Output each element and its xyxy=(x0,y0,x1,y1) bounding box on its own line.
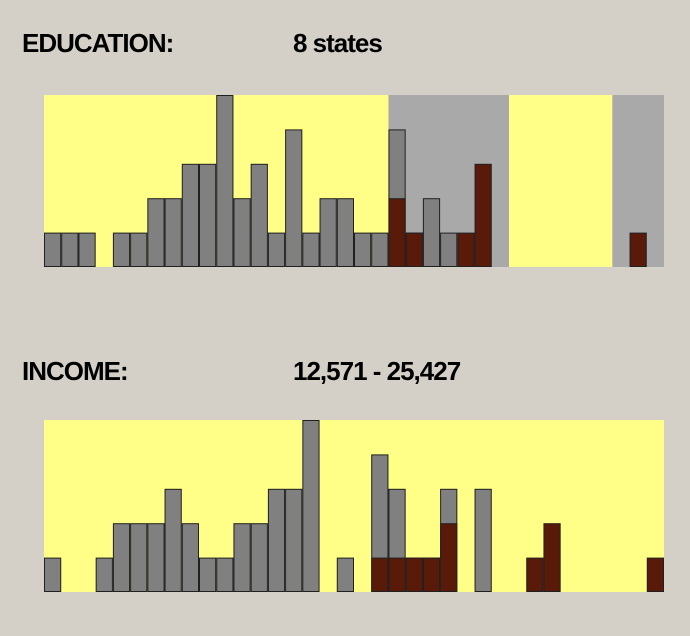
highlight-bar xyxy=(440,523,458,592)
highlight-bar xyxy=(526,557,544,593)
histogram-bar xyxy=(61,232,79,268)
histogram-bar xyxy=(267,232,286,268)
histogram-bar xyxy=(267,488,286,592)
highlight-bar xyxy=(405,232,423,268)
histogram-bar xyxy=(130,232,148,268)
histogram-bar xyxy=(147,198,165,267)
histogram-bar xyxy=(44,232,62,268)
histogram-bar xyxy=(336,557,354,593)
histogram-bar xyxy=(130,523,148,592)
histogram-bar xyxy=(285,488,303,592)
highlight-bar xyxy=(457,232,475,268)
histogram-bar xyxy=(181,523,199,592)
histogram-bar xyxy=(199,163,217,267)
histogram-bar xyxy=(474,488,492,592)
histogram-bar xyxy=(78,232,96,268)
education-selection-value: 8 states xyxy=(293,28,383,58)
histogram-bar xyxy=(302,420,320,592)
histogram-bar xyxy=(147,523,165,592)
histogram-bar xyxy=(440,232,458,268)
histogram-bar xyxy=(233,523,251,592)
highlight-bar xyxy=(646,557,664,593)
histogram-bar xyxy=(216,95,234,267)
education-histogram[interactable] xyxy=(44,95,664,268)
histogram-bar xyxy=(422,198,441,267)
income-histogram[interactable] xyxy=(44,420,664,593)
histogram-bar xyxy=(164,488,182,592)
highlight-bar xyxy=(422,557,441,593)
income-title: INCOME: xyxy=(22,356,129,386)
histogram-bar xyxy=(319,198,337,267)
histogram-bar xyxy=(285,129,303,268)
histogram-bar xyxy=(233,198,251,267)
highlight-bar xyxy=(474,163,492,267)
histogram-bar xyxy=(302,232,320,268)
highlight-bar xyxy=(388,557,406,593)
histogram-bar xyxy=(336,198,354,267)
histogram-bar xyxy=(112,523,131,592)
histogram-bar xyxy=(199,557,217,593)
highlight-bar xyxy=(388,198,406,267)
highlight-bar xyxy=(629,232,647,268)
education-title: EDUCATION: xyxy=(22,28,174,58)
histogram-bar xyxy=(95,557,113,593)
highlight-bar xyxy=(543,523,561,592)
income-range-value: 12,571 - 25,427 xyxy=(293,356,461,386)
histogram-bar xyxy=(181,163,199,267)
highlight-bar xyxy=(371,557,389,593)
histogram-bar xyxy=(164,198,182,267)
histogram-bar xyxy=(250,523,268,592)
highlight-bar xyxy=(405,557,423,593)
histogram-bar xyxy=(112,232,131,268)
histogram-bar xyxy=(216,557,234,593)
histogram-bar xyxy=(44,557,62,593)
histogram-bar xyxy=(250,163,268,267)
histogram-bar xyxy=(354,232,372,268)
histogram-bar xyxy=(371,232,389,268)
